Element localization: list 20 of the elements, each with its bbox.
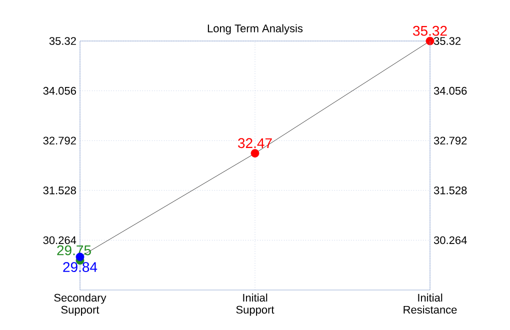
point — [426, 36, 434, 46]
x-tick-label: Initial Resistance — [404, 294, 457, 314]
y-tick-label: 34.056 — [43, 86, 76, 95]
data-label: 32.47 — [238, 138, 272, 148]
y2-tick-label: 32.792 — [434, 136, 467, 144]
y2-tick-label: 31.528 — [434, 186, 467, 194]
data-label: 29.75 — [57, 245, 91, 256]
y-tick-label: 31.528 — [43, 186, 76, 194]
x-tick-label: Secondary Support — [54, 294, 106, 316]
data-label: 35.32 — [413, 26, 447, 36]
y2-tick-label: 30.264 — [434, 236, 467, 244]
point — [250, 149, 260, 158]
chart-title: Long Term Analysis — [208, 24, 303, 34]
data-label: 29.84 — [63, 262, 98, 272]
x-tick-label: Initial Support — [236, 294, 274, 316]
y-tick-label: 35.32 — [49, 37, 76, 45]
y-tick-label: 32.792 — [43, 136, 76, 144]
y2-tick-label: 35.32 — [434, 37, 461, 45]
y2-tick-label: 34.056 — [434, 86, 467, 95]
y-tick-label: 30.264 — [43, 236, 76, 244]
